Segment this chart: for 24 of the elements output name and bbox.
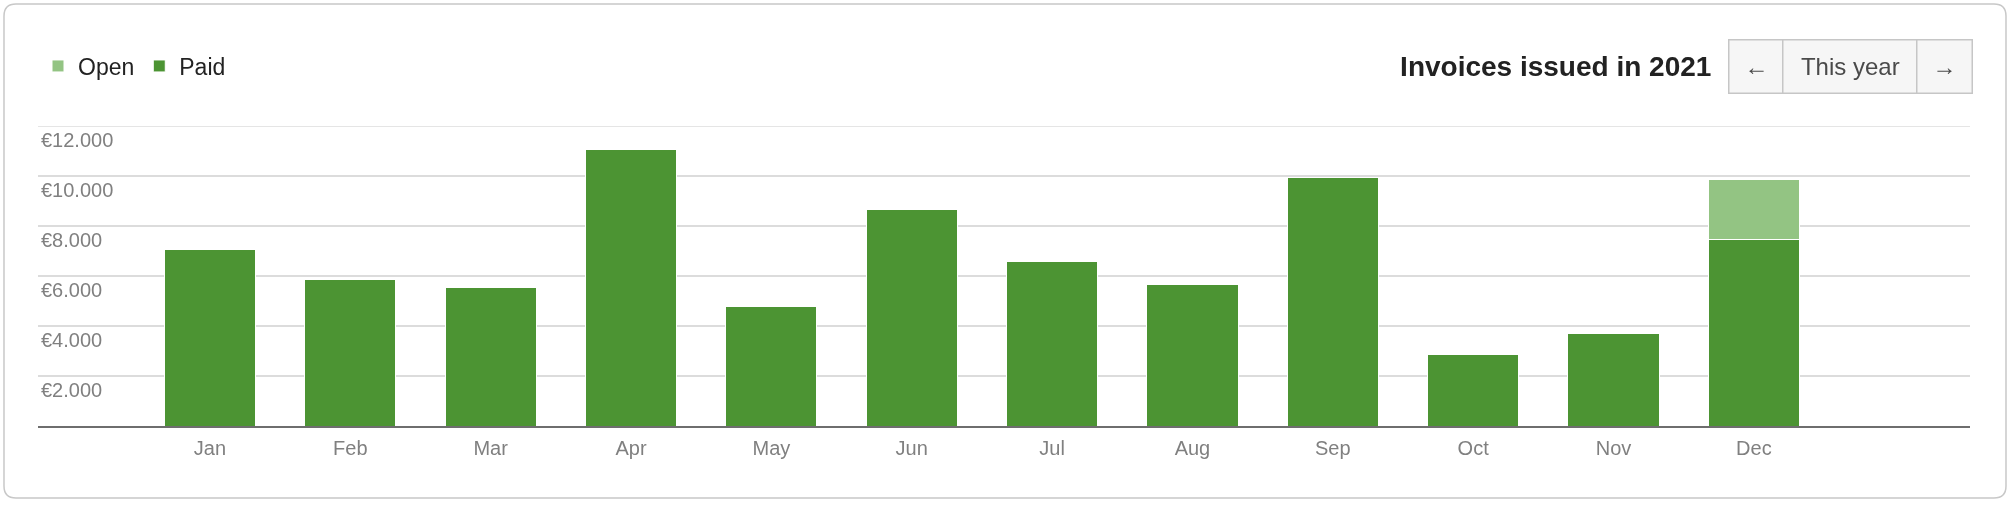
x-tick-label: Jul: [1039, 437, 1065, 459]
x-tick-label: Aug: [1174, 437, 1211, 459]
x-tick-label: Apr: [615, 437, 647, 459]
text: This year: [1800, 53, 1900, 80]
y-tick-label: €4.000: [41, 329, 103, 351]
x-tick-label: Dec: [1736, 437, 1772, 459]
y-tick-label: €2.000: [41, 379, 103, 401]
text: ←: [1744, 53, 1769, 80]
x-tick-label: Oct: [1457, 437, 1490, 459]
y-tick-label: €10.000: [41, 179, 114, 201]
legend-label: Open: [78, 53, 135, 80]
x-tick-label: May: [752, 437, 791, 459]
y-tick-label: €12.000: [41, 129, 114, 151]
text: →: [1932, 53, 1957, 80]
x-tick-label: Jun: [895, 437, 928, 459]
x-tick-label: Jan: [193, 437, 227, 459]
y-tick-label: €6.000: [41, 279, 103, 301]
legend-label: Paid: [179, 53, 226, 80]
x-tick-label: Sep: [1314, 437, 1351, 459]
y-tick-label: €8.000: [41, 229, 103, 251]
x-tick-label: Mar: [473, 437, 509, 459]
x-tick-label: Feb: [333, 437, 368, 459]
x-tick-label: Nov: [1595, 437, 1632, 459]
chart-title: Invoices issued in 2021: [1400, 50, 1712, 82]
